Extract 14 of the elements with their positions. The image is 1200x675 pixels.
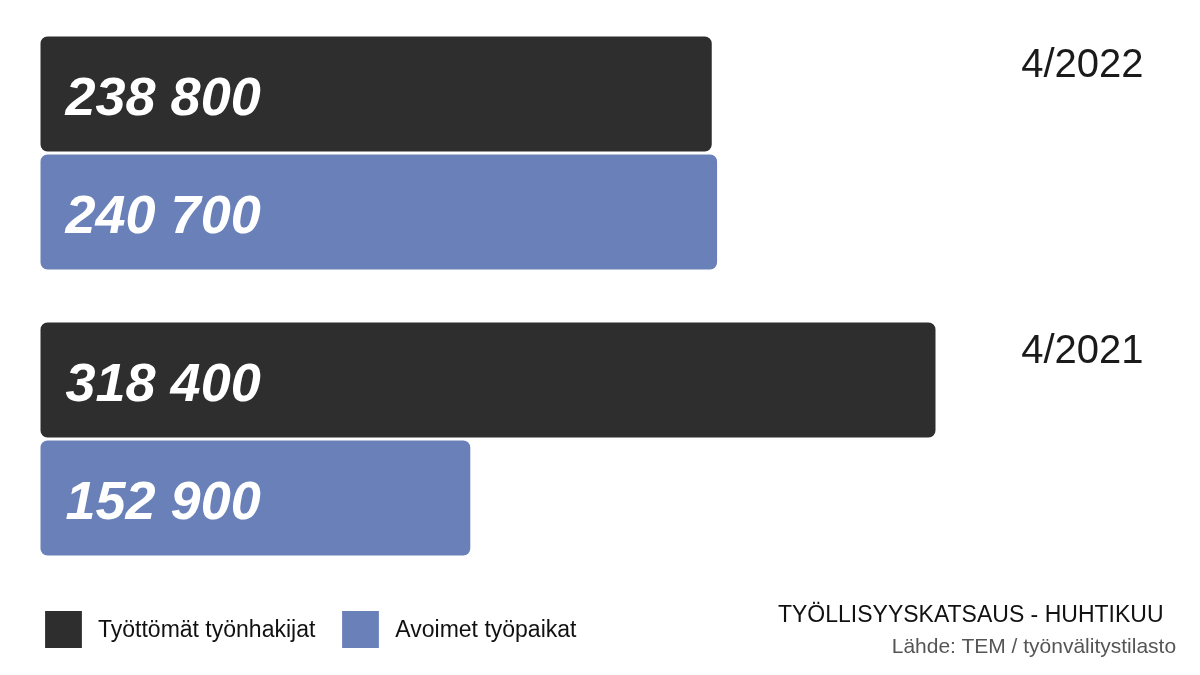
text: TYÖLLISYYSKATSAUS - HUHTIKUU bbox=[777, 600, 1164, 627]
text: Lähde: TEM / työnvälitystilasto bbox=[891, 634, 1177, 657]
data-label: 318 400 bbox=[65, 352, 261, 412]
data-label: 238 800 bbox=[64, 66, 261, 126]
legend-label: Työttömät työnhakijat bbox=[98, 615, 316, 643]
y-tick-label: 4/2021 bbox=[1021, 326, 1144, 371]
y-tick-label: 4/2022 bbox=[1021, 40, 1144, 85]
bar bbox=[40, 322, 936, 438]
bar bbox=[40, 154, 718, 270]
data-label: 240 700 bbox=[64, 184, 261, 244]
legend-label: Avoimet työpaikat bbox=[395, 615, 577, 643]
data-label: 152 900 bbox=[65, 470, 261, 530]
bar bbox=[40, 36, 712, 152]
bar bbox=[40, 440, 471, 556]
